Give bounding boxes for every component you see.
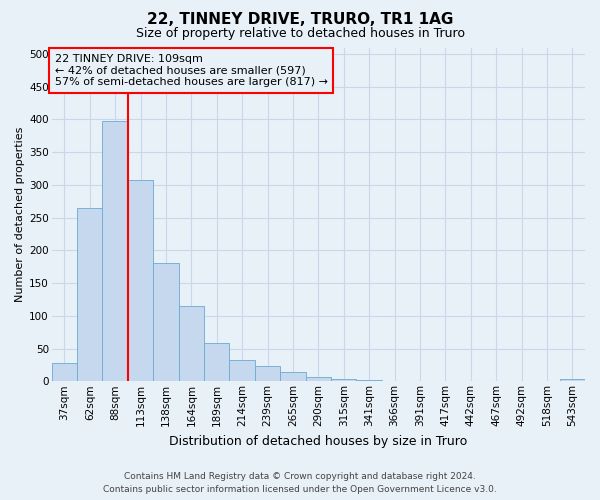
- Bar: [204, 344, 229, 382]
- Bar: [179, 306, 204, 382]
- Bar: [305, 376, 331, 382]
- Bar: [255, 366, 280, 382]
- Bar: [433, 380, 458, 382]
- Bar: [153, 263, 179, 382]
- Bar: [280, 372, 305, 382]
- Y-axis label: Number of detached properties: Number of detached properties: [15, 126, 25, 302]
- Bar: [407, 380, 433, 382]
- Bar: [560, 378, 585, 382]
- Text: 22, TINNEY DRIVE, TRURO, TR1 1AG: 22, TINNEY DRIVE, TRURO, TR1 1AG: [147, 12, 453, 28]
- Bar: [382, 380, 407, 382]
- Text: Size of property relative to detached houses in Truro: Size of property relative to detached ho…: [136, 28, 464, 40]
- Text: Contains HM Land Registry data © Crown copyright and database right 2024.
Contai: Contains HM Land Registry data © Crown c…: [103, 472, 497, 494]
- Bar: [229, 360, 255, 382]
- Text: 22 TINNEY DRIVE: 109sqm
← 42% of detached houses are smaller (597)
57% of semi-d: 22 TINNEY DRIVE: 109sqm ← 42% of detache…: [55, 54, 328, 87]
- X-axis label: Distribution of detached houses by size in Truro: Distribution of detached houses by size …: [169, 434, 467, 448]
- Bar: [128, 180, 153, 382]
- Bar: [356, 380, 382, 382]
- Bar: [52, 363, 77, 382]
- Bar: [331, 380, 356, 382]
- Bar: [103, 122, 128, 382]
- Bar: [77, 208, 103, 382]
